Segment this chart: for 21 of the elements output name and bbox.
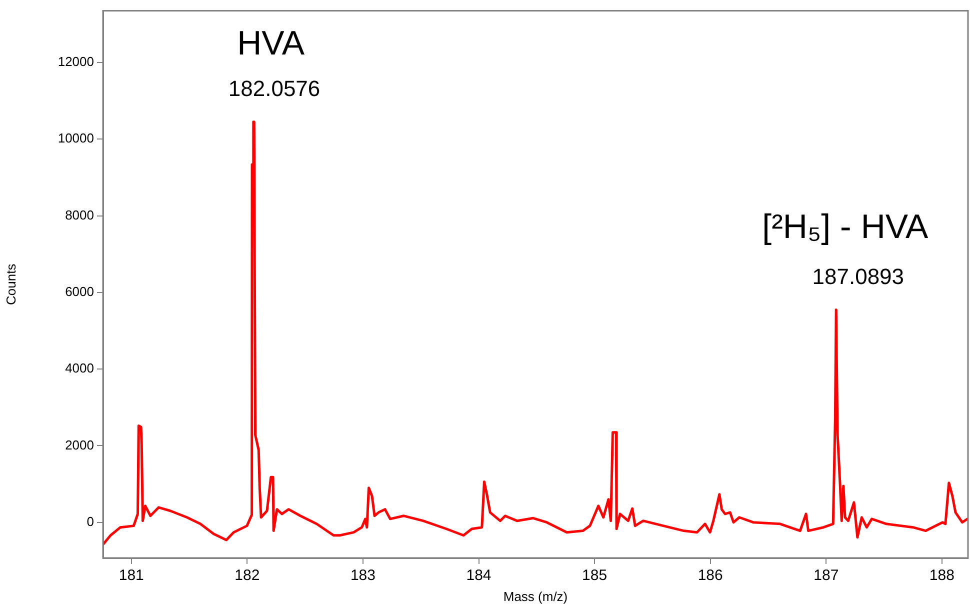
annotation: HVA xyxy=(237,24,305,63)
x-tick-label: 184 xyxy=(466,567,492,584)
y-tick-label: 6000 xyxy=(65,284,94,300)
x-tick-label: 181 xyxy=(118,567,144,584)
annotation: 182.0576 xyxy=(228,76,320,102)
annotation: [²H₅] - HVA xyxy=(762,208,929,246)
y-tick-label: 10000 xyxy=(58,130,94,146)
y-axis-title: Counts xyxy=(3,263,18,305)
x-axis-title: Mass (m/z) xyxy=(503,588,568,604)
x-tick-label: 185 xyxy=(582,567,608,584)
y-tick-label: 4000 xyxy=(65,360,94,376)
y-tick-label: 8000 xyxy=(65,207,94,222)
x-tick-label: 187 xyxy=(814,567,839,584)
x-tick-label: 182 xyxy=(234,567,260,584)
y-tick-label: 2000 xyxy=(65,437,94,452)
x-tick-label: 188 xyxy=(929,567,954,584)
y-tick-label: 12000 xyxy=(58,54,94,70)
y-tick-label: 0 xyxy=(86,514,94,529)
x-tick-label: 186 xyxy=(698,567,723,584)
annotation: 187.0893 xyxy=(812,264,904,289)
x-tick-label: 183 xyxy=(350,567,376,584)
